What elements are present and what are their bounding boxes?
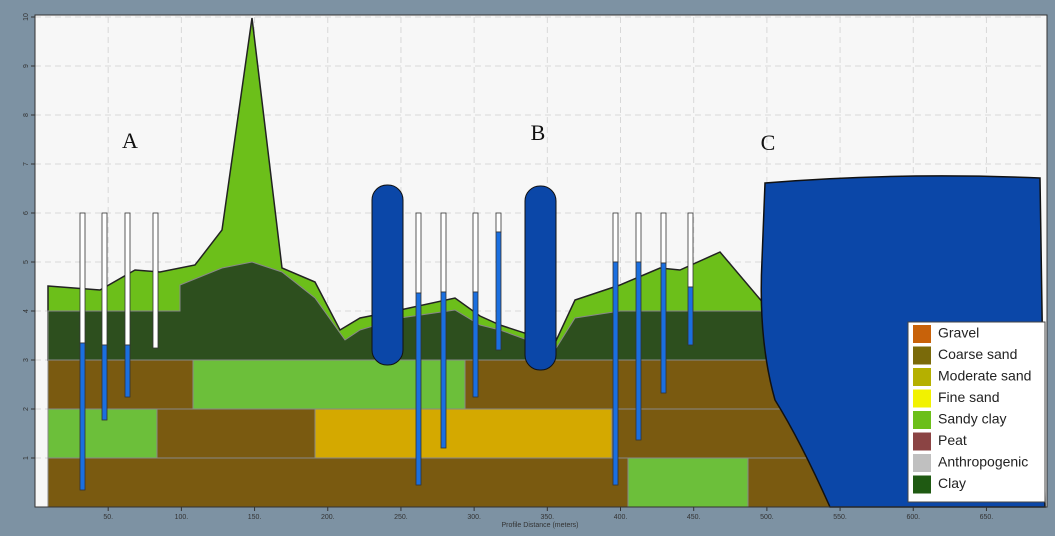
borehole <box>473 213 478 292</box>
coarse-sand <box>157 409 315 458</box>
legend-swatch <box>913 368 931 386</box>
mask-capsule <box>525 186 556 370</box>
x-tick-label: 50. <box>103 514 113 521</box>
x-tick-label: 350. <box>541 514 555 521</box>
borehole-water <box>416 293 421 485</box>
x-tick-label: 500. <box>760 514 774 521</box>
x-tick-label: 100. <box>175 514 189 521</box>
legend-label: Clay <box>938 475 966 491</box>
borehole-water <box>636 262 641 440</box>
y-tick-label: 10 <box>23 13 30 21</box>
legend-label: Peat <box>938 432 967 448</box>
legend-label: Anthropogenic <box>938 454 1028 470</box>
y-tick-label: 5 <box>23 260 30 264</box>
legend-swatch <box>913 433 931 451</box>
borehole <box>153 213 158 348</box>
y-tick-label: 3 <box>23 358 30 362</box>
coarse-sand <box>48 458 628 507</box>
coarse-sand <box>612 409 812 458</box>
x-axis-label: Profile Distance (meters) <box>501 522 578 529</box>
x-tick-label: 450. <box>687 514 701 521</box>
legend-swatch <box>913 347 931 365</box>
borehole <box>102 213 107 345</box>
coarse-sand <box>48 360 193 409</box>
x-tick-label: 400. <box>614 514 628 521</box>
borehole <box>636 213 641 262</box>
y-tick-label: 6 <box>23 211 30 215</box>
borehole-water <box>102 345 107 420</box>
mask-capsule <box>372 185 403 365</box>
x-tick-label: 650. <box>980 514 994 521</box>
legend-label: Gravel <box>938 325 979 341</box>
annotation: B <box>531 120 546 145</box>
x-tick-label: 300. <box>467 514 481 521</box>
legend-label: Sandy clay <box>938 411 1006 427</box>
borehole-water <box>80 343 85 490</box>
borehole <box>688 213 693 287</box>
borehole-water <box>473 292 478 397</box>
borehole <box>416 213 421 293</box>
x-tick-label: 200. <box>321 514 335 521</box>
borehole-water <box>688 287 693 345</box>
borehole <box>496 213 501 232</box>
x-tick-label: 150. <box>248 514 262 521</box>
legend-label: Coarse sand <box>938 346 1017 362</box>
borehole-water <box>661 263 666 393</box>
sandy-clay <box>193 360 465 409</box>
borehole <box>441 213 446 292</box>
borehole-water <box>441 292 446 448</box>
legend-swatch <box>913 454 931 472</box>
legend-swatch <box>913 411 931 429</box>
annotation: C <box>761 130 776 155</box>
borehole-water <box>613 262 618 485</box>
y-tick-label: 4 <box>23 309 30 313</box>
y-tick-label: 8 <box>23 113 30 117</box>
y-tick-label: 1 <box>23 456 30 460</box>
x-tick-label: 250. <box>394 514 408 521</box>
borehole <box>125 213 130 345</box>
coarse-sand <box>465 360 795 409</box>
legend-label: Moderate sand <box>938 368 1031 384</box>
annotation: A <box>122 128 138 153</box>
legend-swatch <box>913 325 931 343</box>
y-tick-label: 9 <box>23 64 30 68</box>
borehole-water <box>496 232 501 350</box>
borehole <box>661 213 666 263</box>
borehole <box>80 213 85 343</box>
legend-swatch <box>913 476 931 494</box>
chart: Profile Distance (meters) 50. 100. 150. 200… <box>0 0 1055 536</box>
borehole-water <box>125 345 130 397</box>
legend-label: Fine sand <box>938 389 999 405</box>
sandy-clay <box>628 458 748 507</box>
moderate-sand <box>315 409 612 458</box>
x-tick-label: 550. <box>833 514 847 521</box>
x-tick-label: 600. <box>906 514 920 521</box>
borehole <box>613 213 618 262</box>
legend-swatch <box>913 390 931 408</box>
y-tick-label: 7 <box>23 162 30 166</box>
y-tick-label: 2 <box>23 407 30 411</box>
